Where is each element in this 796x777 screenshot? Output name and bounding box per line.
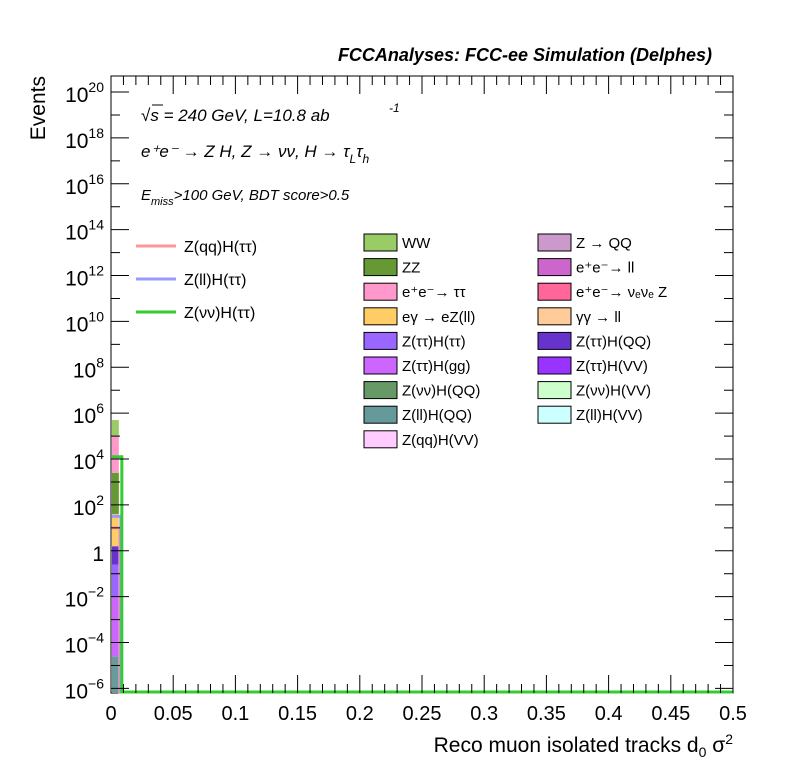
tau-mid: τ — [356, 142, 364, 161]
legend-signals: Z(qq)H(ττ) Z(ll)H(ττ) Z(νν)H(ττ) — [136, 239, 257, 322]
y-tick-label: 106 — [73, 400, 104, 428]
cut-e: E — [141, 187, 152, 204]
legend-label: Z(ττ)H(VV) — [576, 358, 648, 375]
y-tick-label: 104 — [73, 446, 104, 474]
plot-title: FCCAnalyses: FCC-ee Simulation (Delphes) — [338, 45, 712, 65]
legend-swatch — [537, 405, 572, 424]
cut-sub: miss — [151, 196, 174, 208]
legend-label: e⁺e⁻→ νₑνₑ Z — [576, 284, 667, 301]
legend-swatch — [363, 282, 398, 301]
x-tick-label: 0.25 — [403, 703, 442, 725]
cut-annotation: Emiss>100 GeV, BDT score>0.5 — [141, 187, 350, 208]
legend-label: γγ → ll — [576, 309, 621, 326]
legend-swatch — [363, 258, 398, 277]
y-axis: 1020 1018 1016 1014 1012 1010 108 106 104 102 1 10−… — [65, 79, 733, 703]
legend-swatch — [363, 381, 398, 400]
legend-swatch — [537, 307, 572, 326]
sqrt-symbol: √ — [141, 106, 151, 125]
legend-swatch — [537, 258, 572, 277]
legend-signal-label: Z(ll)H(ττ) — [184, 272, 246, 289]
legend-label: WW — [402, 235, 431, 252]
svg-text:e⁺e⁻ → Z H, Z → νν, H → τLτh: e⁺e⁻ → Z H, Z → νν, H → τLτh — [141, 142, 370, 166]
legend-label: Z(ττ)H(ττ) — [402, 333, 466, 350]
y-tick-label: 1020 — [65, 79, 104, 107]
x-tick-label: 0.2 — [346, 703, 374, 725]
legend-swatch — [537, 356, 572, 375]
x-axis-title: Reco muon isolated tracks d0 σ2 — [434, 731, 734, 760]
x-tick-label: 0.05 — [154, 703, 193, 725]
legend-label: e⁺e⁻→ ττ — [402, 284, 466, 301]
signal-line — [112, 455, 733, 694]
x-tick-label: 0.15 — [278, 703, 317, 725]
y-tick-label: 1012 — [65, 263, 104, 291]
legend-label: Z(qq)H(VV) — [402, 432, 479, 449]
legend-label: ZZ — [402, 260, 420, 277]
stack-bar — [112, 564, 119, 597]
legend-backgrounds: WW Z → QQ ZZ e⁺e⁻→ ll e⁺e⁻→ ττ e⁺e⁻→ νₑνₑ Z eγ… — [363, 233, 667, 449]
stack-bar — [112, 546, 119, 565]
energy-annotation: √s = 240 GeV, L=10.8 ab -1 — [141, 101, 400, 125]
y-tick-label: 1018 — [65, 125, 104, 153]
legend-label: e⁺e⁻→ ll — [576, 260, 634, 277]
signal-line — [112, 526, 733, 694]
y-tick-label: 10−2 — [65, 584, 105, 612]
y-tick-label: 1 — [92, 543, 104, 566]
x-axis: 0 0.05 0.1 0.15 0.2 0.25 0.3 0.35 0.4 0.45 0.5 — [105, 76, 747, 725]
x-tick-label: 0.4 — [595, 703, 623, 725]
legend-label: Z → QQ — [576, 235, 632, 252]
legend-label: Z(ll)H(VV) — [576, 407, 643, 424]
legend-signal-label: Z(νν)H(ττ) — [184, 305, 255, 322]
legend-signal-label: Z(qq)H(ττ) — [184, 239, 257, 256]
stack-bar — [112, 420, 119, 437]
legend-swatch — [537, 381, 572, 400]
signal-line — [112, 514, 733, 694]
stack-bar — [112, 596, 119, 657]
legend-swatch — [363, 307, 398, 326]
process-text: e⁺e⁻ → Z H, Z → νν, H → τ — [141, 142, 351, 161]
legend-swatch — [363, 430, 398, 449]
legend-swatch — [363, 233, 398, 252]
legend-label: eγ → eZ(ll) — [402, 309, 475, 326]
legend-swatch — [363, 331, 398, 350]
signal-histograms — [112, 455, 733, 694]
x-tick-label: 0.45 — [651, 703, 690, 725]
stack-bar — [112, 436, 119, 473]
y-tick-label: 1010 — [65, 308, 104, 336]
stack-bar — [112, 472, 119, 515]
y-tick-label: 1016 — [65, 171, 104, 199]
x-tick-label: 0.3 — [470, 703, 498, 725]
legend-swatch — [537, 233, 572, 252]
legend-label: Z(νν)H(QQ) — [402, 383, 480, 400]
energy-text: s = 240 GeV, L=10.8 ab — [150, 106, 329, 125]
lumi-exponent: -1 — [389, 101, 400, 115]
x-tick-label: 0.5 — [719, 703, 747, 725]
svg-text:√s = 240 GeV, L=10.8 ab: √s = 240 GeV, L=10.8 ab — [141, 106, 330, 125]
process-annotation: e⁺e⁻ → Z H, Z → νν, H → τLτh — [141, 142, 370, 166]
cut-rest: >100 GeV, BDT score>0.5 — [174, 187, 350, 204]
stack-bar — [112, 514, 119, 547]
svg-text:Emiss>100 GeV, BDT score>0.5: Emiss>100 GeV, BDT score>0.5 — [141, 187, 350, 208]
stack-bar — [112, 656, 119, 693]
legend-swatch — [537, 331, 572, 350]
y-axis-title: Events — [27, 76, 50, 140]
legend-label: Z(ll)H(QQ) — [402, 407, 472, 424]
legend-label: Z(ττ)H(gg) — [402, 358, 471, 375]
y-tick-label: 10−6 — [65, 675, 105, 703]
legend-swatch — [537, 282, 572, 301]
stack-histogram — [112, 420, 733, 693]
y-tick-label: 10−4 — [65, 630, 105, 658]
legend-label: Z(ττ)H(QQ) — [576, 333, 651, 350]
legend-swatch — [363, 405, 398, 424]
tau-sub-2: h — [363, 152, 370, 166]
x-tick-label: 0.1 — [221, 703, 249, 725]
legend-swatch — [363, 356, 398, 375]
y-tick-label: 108 — [73, 354, 104, 382]
tau-sub-1: L — [350, 152, 357, 166]
legend-label: Z(νν)H(VV) — [576, 383, 651, 400]
y-tick-label: 1014 — [65, 217, 104, 245]
y-tick-label: 102 — [73, 492, 104, 520]
x-tick-label: 0 — [105, 703, 116, 725]
x-tick-label: 0.35 — [527, 703, 566, 725]
